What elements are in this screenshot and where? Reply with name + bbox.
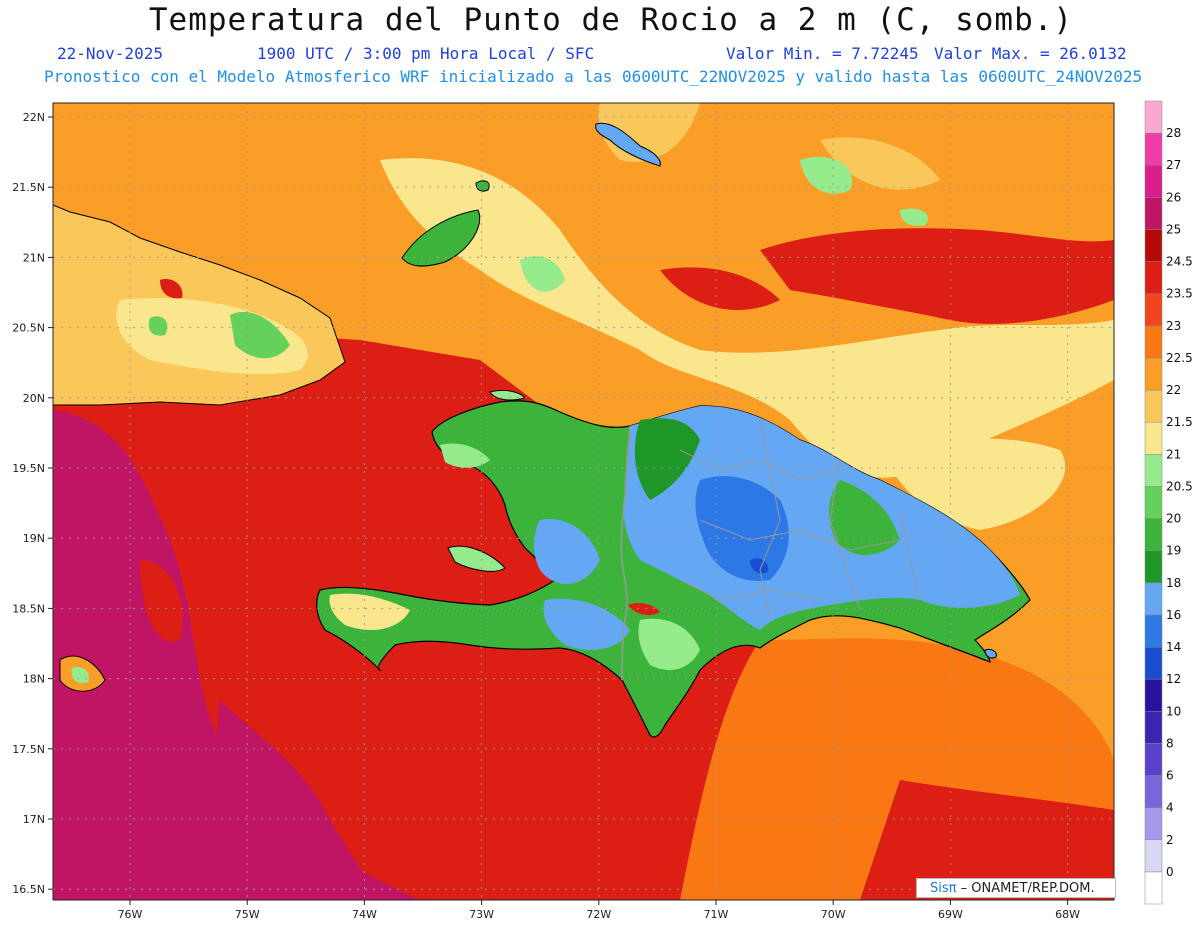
color-level-label: 10 <box>1166 704 1181 718</box>
lon-tick-label: 70W <box>821 908 846 921</box>
lon-tick-label: 68W <box>1055 908 1080 921</box>
dewpoint-field <box>53 103 1114 900</box>
max-value-label: Valor Max. = 26.0132 <box>934 44 1127 63</box>
lat-tick-label: 19N <box>23 532 45 545</box>
color-level-label: 0 <box>1166 865 1174 879</box>
color-swatch <box>1144 550 1163 584</box>
color-level-label: 14 <box>1166 640 1181 654</box>
date-label: 22-Nov-2025 <box>57 44 163 63</box>
time-label: 1900 UTC / 3:00 pm Hora Local / SFC <box>257 44 595 63</box>
color-swatch <box>1144 582 1163 616</box>
lat-tick-label: 17N <box>23 813 45 826</box>
color-level-label: 21 <box>1166 447 1181 461</box>
color-level-label: 8 <box>1166 736 1174 750</box>
sispi-logo-text: Sisπ <box>930 881 957 896</box>
color-swatch <box>1144 229 1163 262</box>
color-swatch <box>1144 646 1163 680</box>
color-swatch <box>1144 486 1163 519</box>
color-level-label: 24.5 <box>1166 255 1193 269</box>
color-swatch <box>1144 261 1163 294</box>
lon-tick-label: 73W <box>469 908 494 921</box>
model-info-label: Pronostico con el Modelo Atmosferico WRF… <box>44 67 1143 86</box>
color-swatch <box>1144 678 1163 712</box>
color-level-label: 25 <box>1166 222 1181 236</box>
color-level-label: 18 <box>1166 576 1181 590</box>
color-legend: 0 2 4 6 8 10 12 14 16 18 19 20 20.5 21 21.5 22 22.5 23 23.… <box>1144 100 1193 905</box>
color-swatch <box>1144 807 1163 841</box>
color-swatch <box>1144 871 1163 905</box>
lon-tick-label: 69W <box>938 908 963 921</box>
color-swatch <box>1144 421 1163 455</box>
lat-tick-label: 22N <box>23 111 45 124</box>
color-swatch <box>1144 164 1163 198</box>
color-swatch <box>1144 357 1163 391</box>
color-level-label: 12 <box>1166 672 1181 686</box>
color-swatch <box>1144 711 1163 744</box>
color-swatch <box>1144 293 1163 327</box>
color-swatch <box>1144 743 1163 776</box>
color-level-label: 26 <box>1166 190 1181 204</box>
color-level-label: 22.5 <box>1166 351 1193 365</box>
color-level-label: 2 <box>1166 833 1174 847</box>
map-title: Temperatura del Punto de Rocio a 2 m (C,… <box>148 2 1074 38</box>
lat-tick-label: 20.5N <box>12 322 45 335</box>
lat-tick-label: 20N <box>23 392 45 405</box>
color-level-label: 27 <box>1166 158 1181 172</box>
color-swatch <box>1144 325 1163 359</box>
color-swatch <box>1144 132 1163 166</box>
color-level-label: 6 <box>1166 769 1174 783</box>
credit-box: Sisπ – ONAMET/REP.DOM. <box>916 878 1116 898</box>
lon-tick-label: 71W <box>704 908 729 921</box>
color-swatch <box>1144 197 1163 230</box>
lon-tick-label: 74W <box>352 908 377 921</box>
color-level-label: 16 <box>1166 608 1181 622</box>
coordinate-grid <box>53 103 1114 900</box>
longitude-axis: 76W 75W 74W 73W 72W 71W 70W 69W 68W <box>118 900 1080 921</box>
lat-tick-label: 18.5N <box>12 602 45 615</box>
lat-tick-label: 16.5N <box>12 883 45 896</box>
color-level-label: 28 <box>1166 126 1181 140</box>
color-swatch <box>1144 775 1163 808</box>
lat-tick-label: 17.5N <box>12 743 45 756</box>
color-level-label: 23 <box>1166 319 1181 333</box>
color-swatch <box>1144 518 1163 551</box>
min-value-label: Valor Min. = 7.72245 <box>726 44 919 63</box>
color-swatch <box>1144 100 1163 134</box>
color-level-label: 19 <box>1166 544 1181 558</box>
color-swatch <box>1144 454 1163 487</box>
color-swatch <box>1144 839 1163 873</box>
lat-tick-label: 21.5N <box>12 181 45 194</box>
map-frame <box>52 102 1115 901</box>
lat-tick-label: 18N <box>23 673 45 686</box>
lon-tick-label: 75W <box>235 908 260 921</box>
latitude-axis: 22N 21.5N 21N 20.5N 20N 19.5N 19N 18.5N 18N 17.5N… <box>12 111 53 896</box>
credit-org: – ONAMET/REP.DOM. <box>956 881 1095 896</box>
lat-tick-label: 21N <box>23 251 45 264</box>
color-level-label: 20 <box>1166 512 1181 526</box>
color-level-label: 23.5 <box>1166 287 1193 301</box>
lon-tick-label: 76W <box>118 908 143 921</box>
color-level-label: 21.5 <box>1166 415 1193 429</box>
lat-tick-label: 19.5N <box>12 462 45 475</box>
color-swatch <box>1144 614 1163 648</box>
color-level-label: 20.5 <box>1166 479 1193 493</box>
color-level-label: 4 <box>1166 801 1174 815</box>
color-swatch <box>1144 389 1163 423</box>
lon-tick-label: 72W <box>586 908 611 921</box>
color-level-label: 22 <box>1166 383 1181 397</box>
